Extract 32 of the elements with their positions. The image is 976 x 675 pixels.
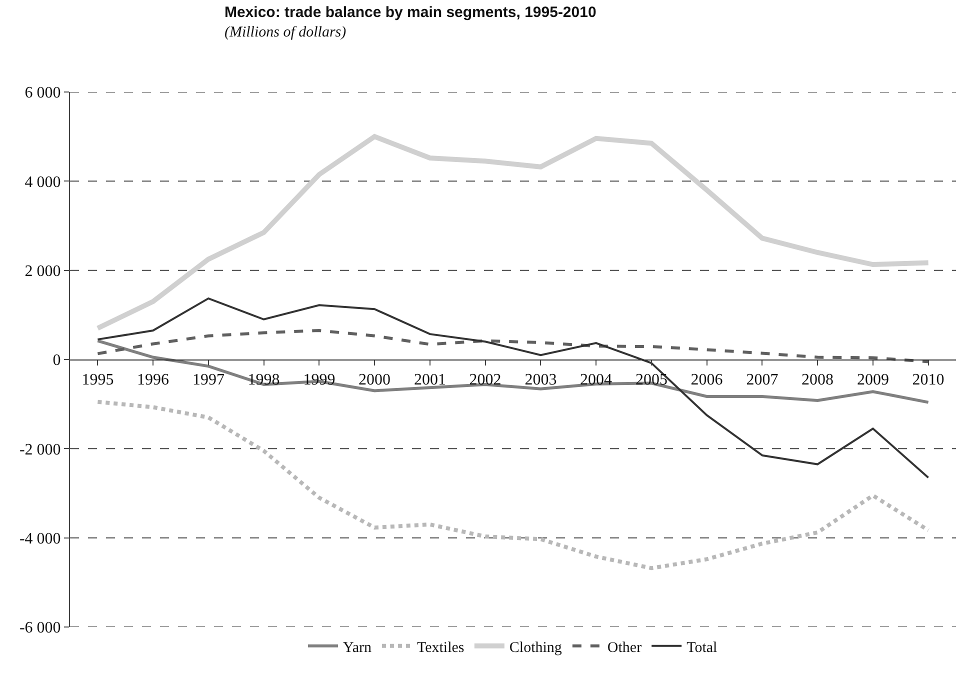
x-tick-label: 1995 [82,372,114,389]
y-tick-label: -2 000 [19,441,61,458]
x-tick-label: 2007 [746,372,778,389]
legend-label: Textiles [416,640,464,656]
x-tick-label: 2005 [635,372,668,389]
x-tick-label: 2009 [856,372,889,389]
x-tick-label: 1996 [137,372,170,389]
x-tick-label: 2004 [580,372,612,389]
line-series [96,400,930,570]
chart-subtitle: (Millions of dollars) [224,24,346,40]
x-tick-label: 1997 [192,372,224,389]
x-tick-label: 2010 [912,372,944,389]
y-tick-label: -4 000 [19,530,61,548]
chart-title: Mexico: trade balance by main segments, 1995-2010 [224,4,596,21]
y-tick-label: 4 000 [24,174,61,191]
legend-label: Yarn [343,640,372,656]
x-tick-label: 2006 [690,372,723,389]
x-tick-label: 2001 [414,372,446,389]
x-tick-label: 2003 [524,372,557,389]
y-tick-label: -6 000 [19,620,61,637]
y-tick-label: 2 000 [24,262,61,280]
x-tick-label: 2002 [469,372,502,389]
y-tick-label: 6 000 [24,84,61,102]
x-tick-label: 2000 [358,372,391,389]
x-tick-label: 1999 [303,372,336,389]
x-tick-label: 2008 [802,372,834,389]
legend-label: Clothing [509,640,562,656]
legend-label: Other [607,640,642,656]
legend-label: Total [686,640,718,656]
line-series [96,329,930,364]
y-tick-label: 0 [52,352,61,370]
x-tick-label: 1998 [248,372,280,389]
